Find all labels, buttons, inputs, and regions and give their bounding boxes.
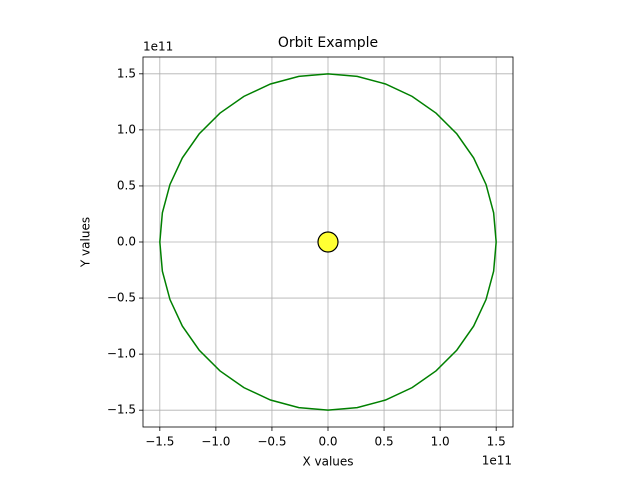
y-tick-label: −0.5 — [107, 291, 136, 305]
x-offset-label: 1e11 — [482, 454, 512, 468]
y-tick-label: −1.0 — [107, 347, 136, 361]
sun-marker — [317, 231, 339, 253]
x-tick-label: −0.5 — [257, 435, 286, 449]
x-tick-label: 0.5 — [375, 435, 394, 449]
x-tick-label: 0.0 — [318, 435, 337, 449]
chart-title: Orbit Example — [278, 35, 378, 51]
x-axis-label: X values — [302, 455, 353, 469]
y-offset-label: 1e11 — [143, 40, 173, 54]
x-tick-label: 1.5 — [487, 435, 506, 449]
x-tick-label: −1.5 — [145, 435, 174, 449]
y-tick-label: 1.5 — [117, 66, 136, 80]
y-axis-label: Y values — [79, 217, 93, 268]
y-tick-label: −1.5 — [107, 403, 136, 417]
x-tick-label: 1.0 — [431, 435, 450, 449]
x-tick-label: −1.0 — [201, 435, 230, 449]
axes-frame — [142, 56, 514, 428]
y-tick-label: 0.5 — [117, 178, 136, 192]
y-tick-label: 0.0 — [117, 235, 136, 249]
y-tick-label: 1.0 — [117, 122, 136, 136]
orbit-line — [159, 73, 497, 411]
